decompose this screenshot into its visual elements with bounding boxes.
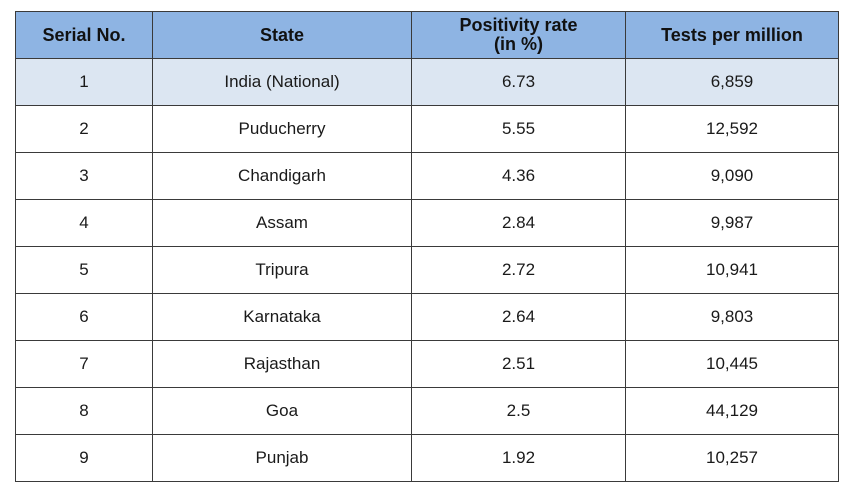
cell-state: Chandigarh <box>152 152 412 200</box>
cell-serial: 5 <box>15 246 153 294</box>
header-tests: Tests per million <box>625 11 839 59</box>
table-row: 6 Karnataka 2.64 9,803 <box>15 293 839 341</box>
cell-serial: 1 <box>15 58 153 106</box>
cell-positivity: 4.36 <box>411 152 626 200</box>
cell-state: Karnataka <box>152 293 412 341</box>
cell-serial: 6 <box>15 293 153 341</box>
cell-serial: 8 <box>15 387 153 435</box>
cell-serial: 9 <box>15 434 153 482</box>
cell-state: India (National) <box>152 58 412 106</box>
cell-tests: 10,257 <box>625 434 839 482</box>
cell-positivity: 5.55 <box>411 105 626 153</box>
cell-positivity: 2.5 <box>411 387 626 435</box>
table-row: 2 Puducherry 5.55 12,592 <box>15 105 839 153</box>
cell-tests: 6,859 <box>625 58 839 106</box>
table-row: 4 Assam 2.84 9,987 <box>15 199 839 247</box>
cell-serial: 7 <box>15 340 153 388</box>
cell-state: Goa <box>152 387 412 435</box>
cell-serial: 3 <box>15 152 153 200</box>
cell-tests: 10,941 <box>625 246 839 294</box>
header-state: State <box>152 11 412 59</box>
table-row: 1 India (National) 6.73 6,859 <box>15 58 839 106</box>
cell-positivity: 2.64 <box>411 293 626 341</box>
cell-tests: 44,129 <box>625 387 839 435</box>
cell-state: Rajasthan <box>152 340 412 388</box>
cell-state: Puducherry <box>152 105 412 153</box>
table-row: 3 Chandigarh 4.36 9,090 <box>15 152 839 200</box>
table-row: 9 Punjab 1.92 10,257 <box>15 434 839 482</box>
cell-serial: 2 <box>15 105 153 153</box>
header-positivity-line1: Positivity rate <box>459 15 578 35</box>
table-row: 8 Goa 2.5 44,129 <box>15 387 839 435</box>
cell-state: Tripura <box>152 246 412 294</box>
cell-positivity: 6.73 <box>411 58 626 106</box>
cell-state: Assam <box>152 199 412 247</box>
header-serial: Serial No. <box>15 11 153 59</box>
data-table-container: Serial No. State Positivity rate (in %) … <box>15 11 839 482</box>
positivity-table: Serial No. State Positivity rate (in %) … <box>15 11 839 482</box>
cell-tests: 9,090 <box>625 152 839 200</box>
cell-serial: 4 <box>15 199 153 247</box>
header-positivity-line2: (in %) <box>494 34 543 54</box>
cell-tests: 9,803 <box>625 293 839 341</box>
cell-state: Punjab <box>152 434 412 482</box>
cell-tests: 10,445 <box>625 340 839 388</box>
cell-positivity: 2.51 <box>411 340 626 388</box>
table-row: 5 Tripura 2.72 10,941 <box>15 246 839 294</box>
cell-positivity: 1.92 <box>411 434 626 482</box>
header-positivity: Positivity rate (in %) <box>411 11 626 59</box>
cell-tests: 12,592 <box>625 105 839 153</box>
cell-positivity: 2.84 <box>411 199 626 247</box>
cell-positivity: 2.72 <box>411 246 626 294</box>
header-row: Serial No. State Positivity rate (in %) … <box>15 11 839 59</box>
table-row: 7 Rajasthan 2.51 10,445 <box>15 340 839 388</box>
cell-tests: 9,987 <box>625 199 839 247</box>
